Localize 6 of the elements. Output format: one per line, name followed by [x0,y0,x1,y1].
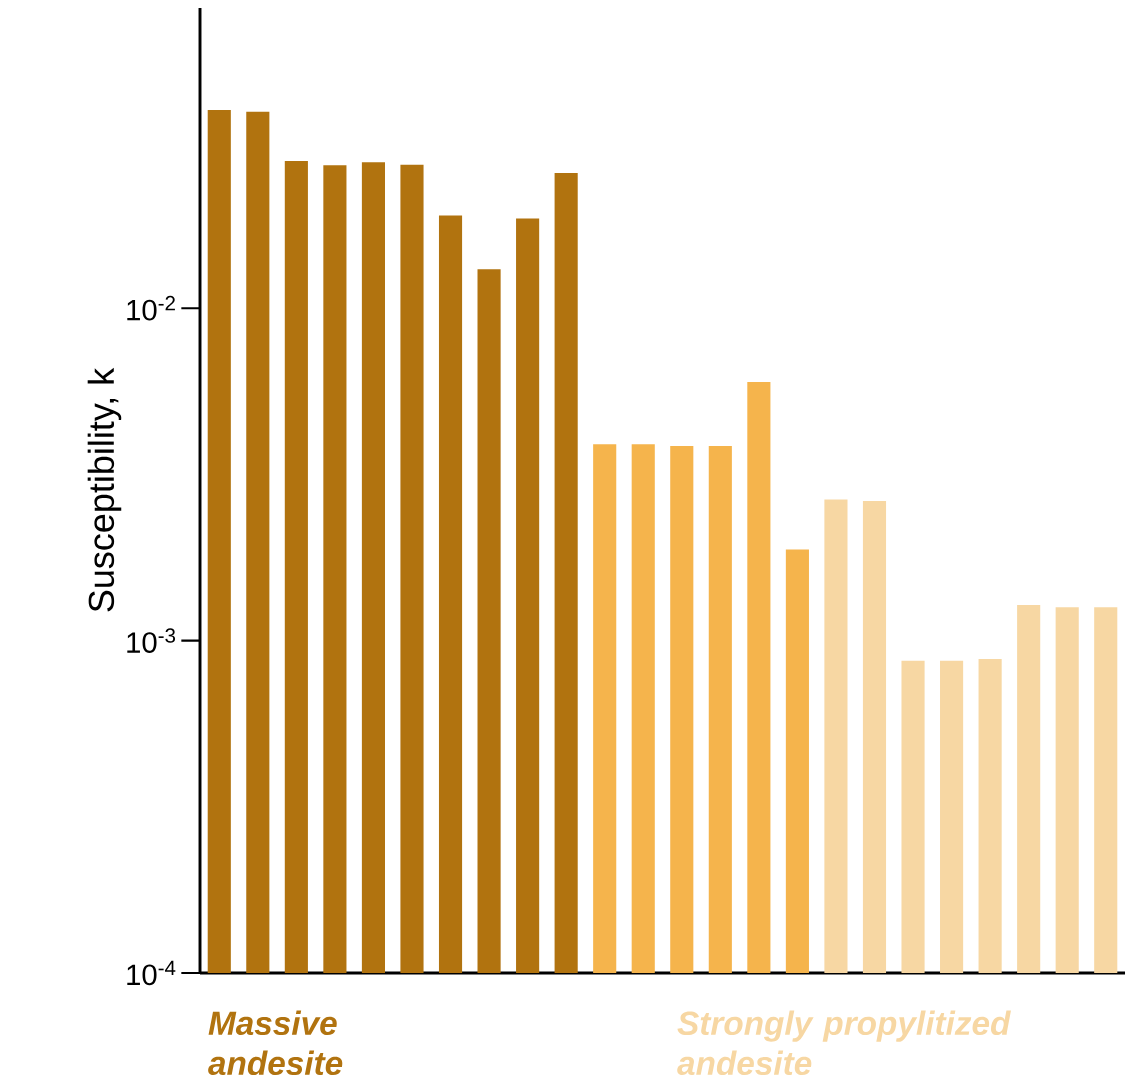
y-tick-label: 10$^{-2}$ [127,295,175,321]
series-label: Massive andesite [208,1010,343,1076]
series-label: Strongly propylitized andesite [677,1010,1011,1076]
y-tick-label: 10$^{-4}$ [127,960,176,986]
y-axis-title: Susceptibility, k [87,367,122,612]
y-tick-label: 10$^{-3}$ [127,628,176,653]
